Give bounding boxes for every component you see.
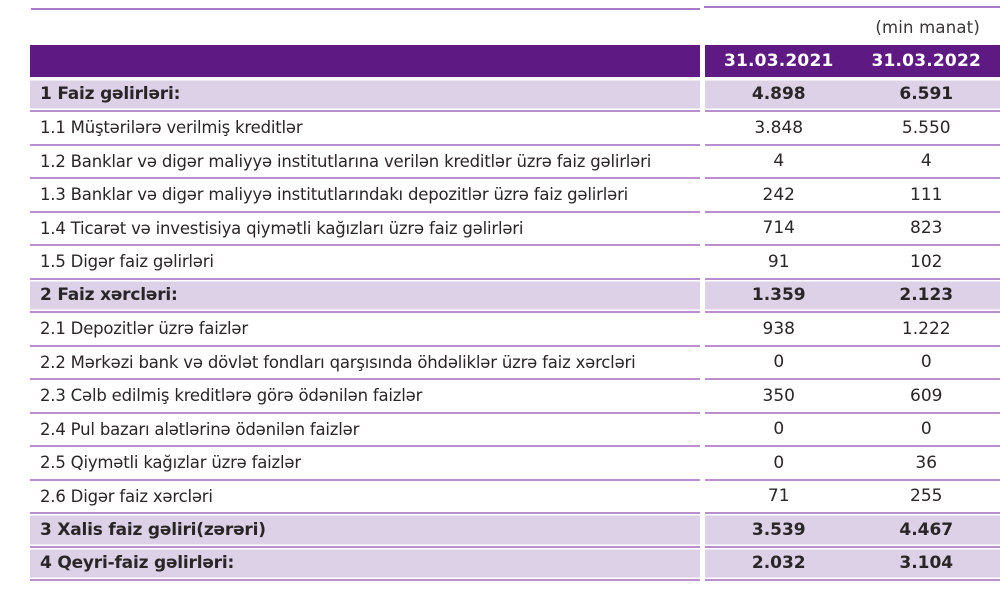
value-31-03-2021: 3.539 <box>705 514 853 548</box>
column-gap <box>700 246 705 280</box>
table-row: 2.6 Digər faiz xərcləri 71 255 <box>30 480 1000 514</box>
row-label: 1.3 Banklar və digər maliyyə institutlar… <box>30 179 700 213</box>
column-gap <box>700 212 705 246</box>
value-31-03-2021: 2.032 <box>705 547 853 581</box>
row-label: 1.1 Müştərilərə verilmiş kreditlər <box>30 112 700 146</box>
column-gap <box>700 447 705 481</box>
value-31-03-2021: 4.898 <box>705 78 853 112</box>
value-31-03-2022: 1.222 <box>852 313 1000 347</box>
column-gap <box>700 547 705 581</box>
column-gap <box>700 179 705 213</box>
row-label: 2.6 Digər faiz xərcləri <box>30 481 700 514</box>
income-statement-table: 31.03.2021 31.03.2022 1 Faiz gəlirləri: 4… <box>30 45 1000 581</box>
table-row: 4 Qeyri-faiz gəlirləri: 2.032 3.104 <box>30 547 1000 581</box>
value-31-03-2022: 609 <box>852 380 1000 414</box>
top-rule-left <box>31 8 700 10</box>
value-31-03-2022: 823 <box>852 213 1000 246</box>
row-label: 1.5 Digər faiz gəlirləri <box>30 246 700 280</box>
table-row: 1.3 Banklar və digər maliyyə institutlar… <box>30 179 1000 213</box>
value-31-03-2022: 4 <box>852 146 1000 179</box>
value-31-03-2022: 2.123 <box>852 279 1000 313</box>
column-gap <box>700 145 705 179</box>
value-31-03-2022: 5.550 <box>852 112 1000 146</box>
unit-label: (min manat) <box>875 18 980 37</box>
row-label: 2.5 Qiymətli kağızlar üzrə faizlər <box>30 447 700 481</box>
row-label: 2 Faiz xərcləri: <box>30 279 700 313</box>
table-row: 2.5 Qiymətli kağızlar üzrə faizlər 0 36 <box>30 447 1000 481</box>
top-rule-right <box>704 5 1000 8</box>
value-31-03-2022: 36 <box>852 447 1000 481</box>
value-31-03-2022: 4.467 <box>852 514 1000 548</box>
value-31-03-2021: 0 <box>705 347 853 380</box>
table-row: 2 Faiz xərcləri: 1.359 2.123 <box>30 279 1000 313</box>
row-label: 2.2 Mərkəzi bank və dövlət fondları qarş… <box>30 347 700 380</box>
table-row: 1.2 Banklar və digər maliyyə institutlar… <box>30 145 1000 179</box>
value-31-03-2022: 102 <box>852 246 1000 280</box>
row-label: 1.4 Ticarət və investisiya qiymətli kağı… <box>30 213 700 246</box>
column-gap <box>700 514 705 548</box>
table-row: 1 Faiz gəlirləri: 4.898 6.591 <box>30 78 1000 112</box>
table-row: 2.4 Pul bazarı alətlərinə ödənilən faizl… <box>30 413 1000 447</box>
value-31-03-2021: 938 <box>705 313 853 347</box>
row-label: 1.2 Banklar və digər maliyyə institutlar… <box>30 146 700 179</box>
row-label: 2.1 Depozitlər üzrə faizlər <box>30 313 700 347</box>
value-31-03-2022: 6.591 <box>852 78 1000 112</box>
value-31-03-2022: 0 <box>852 414 1000 447</box>
table-body: 1 Faiz gəlirləri: 4.898 6.591 1.1 Müştərilə… <box>30 78 1000 581</box>
column-gap <box>700 380 705 414</box>
row-label: 2.4 Pul bazarı alətlərinə ödənilən faizl… <box>30 414 700 447</box>
column-header-2021: 31.03.2021 <box>705 45 853 79</box>
column-gap <box>700 413 705 447</box>
value-31-03-2022: 111 <box>852 179 1000 213</box>
value-31-03-2021: 1.359 <box>705 279 853 313</box>
value-31-03-2021: 4 <box>705 146 853 179</box>
row-label: 1 Faiz gəlirləri: <box>30 78 700 112</box>
column-gap <box>700 45 705 79</box>
value-31-03-2021: 350 <box>705 380 853 414</box>
row-label: 2.3 Cəlb edilmiş kreditlərə görə ödənilə… <box>30 380 700 414</box>
column-gap <box>700 346 705 380</box>
column-gap <box>700 313 705 347</box>
column-gap <box>700 480 705 514</box>
table-row: 1.1 Müştərilərə verilmiş kreditlər 3.848 5… <box>30 112 1000 146</box>
table-row: 1.4 Ticarət və investisiya qiymətli kağı… <box>30 212 1000 246</box>
table-row: 2.2 Mərkəzi bank və dövlət fondları qarş… <box>30 346 1000 380</box>
row-label: 3 Xalis faiz gəliri(zərəri) <box>30 514 700 548</box>
value-31-03-2021: 3.848 <box>705 112 853 146</box>
header-label-cell <box>30 45 700 79</box>
table-row: 3 Xalis faiz gəliri(zərəri) 3.539 4.467 <box>30 514 1000 548</box>
value-31-03-2022: 0 <box>852 347 1000 380</box>
value-31-03-2021: 0 <box>705 414 853 447</box>
column-header-2022: 31.03.2022 <box>852 45 1000 79</box>
table-header-row: 31.03.2021 31.03.2022 <box>30 45 1000 79</box>
table-row: 1.5 Digər faiz gəlirləri 91 102 <box>30 246 1000 280</box>
row-label: 4 Qeyri-faiz gəlirləri: <box>30 547 700 581</box>
column-gap <box>700 112 705 146</box>
value-31-03-2021: 242 <box>705 179 853 213</box>
value-31-03-2021: 91 <box>705 246 853 280</box>
value-31-03-2021: 71 <box>705 481 853 514</box>
value-31-03-2022: 255 <box>852 481 1000 514</box>
table-row: 2.1 Depozitlər üzrə faizlər 938 1.222 <box>30 313 1000 347</box>
column-gap <box>700 279 705 313</box>
column-gap <box>700 78 705 112</box>
value-31-03-2021: 0 <box>705 447 853 481</box>
table-row: 2.3 Cəlb edilmiş kreditlərə görə ödənilə… <box>30 380 1000 414</box>
value-31-03-2022: 3.104 <box>852 547 1000 581</box>
value-31-03-2021: 714 <box>705 213 853 246</box>
